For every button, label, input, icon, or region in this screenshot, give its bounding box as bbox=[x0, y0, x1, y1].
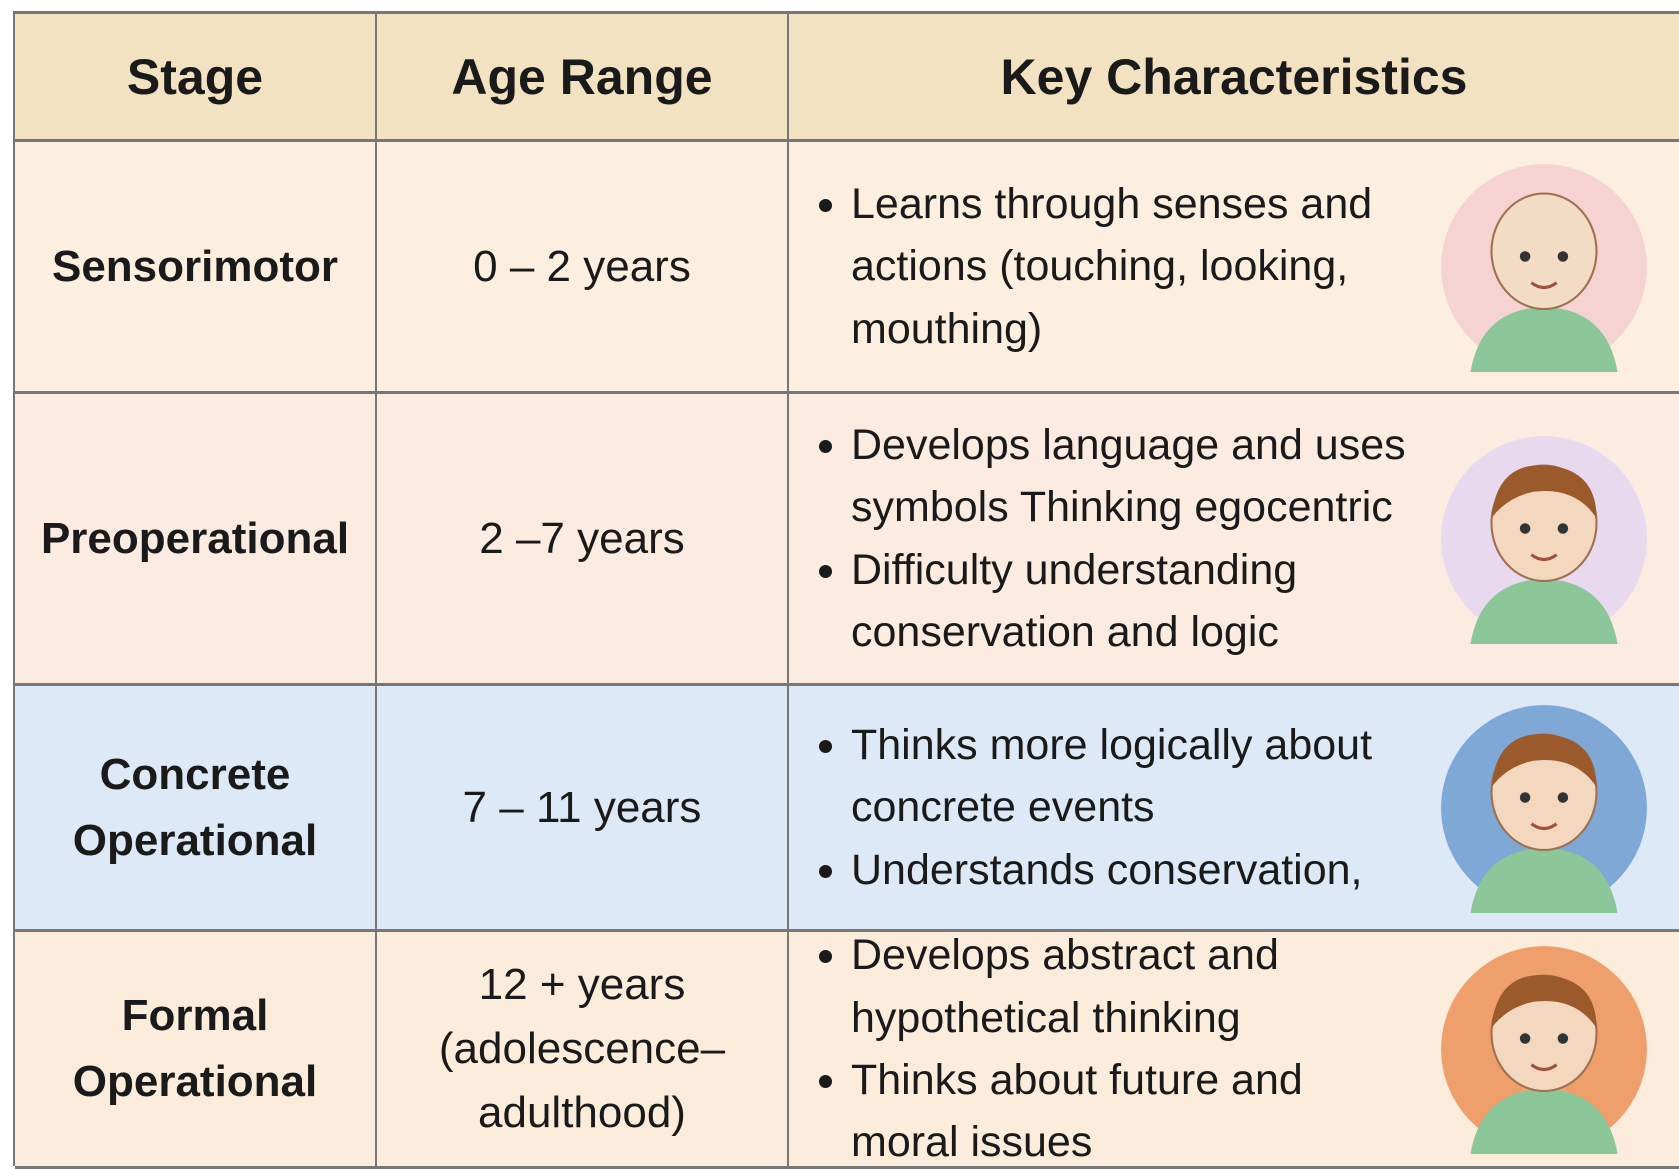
header-cell: Key Characteristics bbox=[789, 14, 1679, 142]
characteristics-cell: Develops language and uses symbols Think… bbox=[789, 394, 1679, 686]
stage-cell: Sensorimotor bbox=[15, 142, 377, 394]
stage-cell: Formal Operational bbox=[15, 932, 377, 1169]
age-cell: 7 – 11 years bbox=[377, 686, 789, 932]
bullet-list: Develops abstract and hypothetical think… bbox=[817, 932, 1419, 1166]
child-illustration bbox=[1441, 163, 1647, 372]
bullet-item: Thinks about future and moral issues bbox=[851, 1049, 1419, 1166]
age-line: 7 – 11 years bbox=[462, 782, 702, 832]
age-cell: 12 + years (adolescence– adulthood) bbox=[377, 932, 789, 1169]
characteristics-cell: Develops abstract and hypothetical think… bbox=[789, 932, 1679, 1169]
bullet-list: Develops language and uses symbols Think… bbox=[817, 414, 1419, 663]
age-line: (adolescence– bbox=[438, 1024, 726, 1074]
bullet-item: Difficulty understanding conservation an… bbox=[851, 539, 1419, 664]
header-cell: Stage bbox=[15, 14, 377, 142]
age-line: 0 – 2 years bbox=[473, 241, 691, 291]
age-cell: 2 –7 years bbox=[377, 394, 789, 686]
child-illustration bbox=[1441, 946, 1647, 1154]
characteristics-cell: Learns through senses and actions (touch… bbox=[789, 142, 1679, 394]
stage-cell: Concrete Operational bbox=[15, 686, 377, 932]
stage-cell: Preoperational bbox=[15, 394, 377, 686]
characteristics-cell: Thinks more logically about concrete eve… bbox=[789, 686, 1679, 932]
bullet-list: Thinks more logically about concrete eve… bbox=[817, 714, 1419, 901]
child-illustration bbox=[1441, 704, 1647, 913]
age-line: adulthood) bbox=[478, 1087, 686, 1137]
age-cell: 0 – 2 years bbox=[377, 142, 789, 394]
stages-table: Stage Age Range Key Characteristics Sens… bbox=[13, 11, 1679, 1169]
child-illustration bbox=[1441, 435, 1647, 644]
header-cell: Age Range bbox=[377, 14, 789, 142]
bullet-list: Learns through senses and actions (touch… bbox=[817, 173, 1419, 360]
bullet-item: Understands conservation, bbox=[851, 839, 1419, 901]
bullet-item: Thinks more logically about concrete eve… bbox=[851, 714, 1419, 839]
age-line: 2 –7 years bbox=[479, 513, 685, 563]
bullet-item: Develops abstract and hypothetical think… bbox=[851, 932, 1419, 1049]
bullet-item: Develops language and uses symbols Think… bbox=[851, 414, 1419, 539]
age-line: 12 + years bbox=[478, 960, 686, 1010]
bullet-item: Learns through senses and actions (touch… bbox=[851, 173, 1419, 360]
